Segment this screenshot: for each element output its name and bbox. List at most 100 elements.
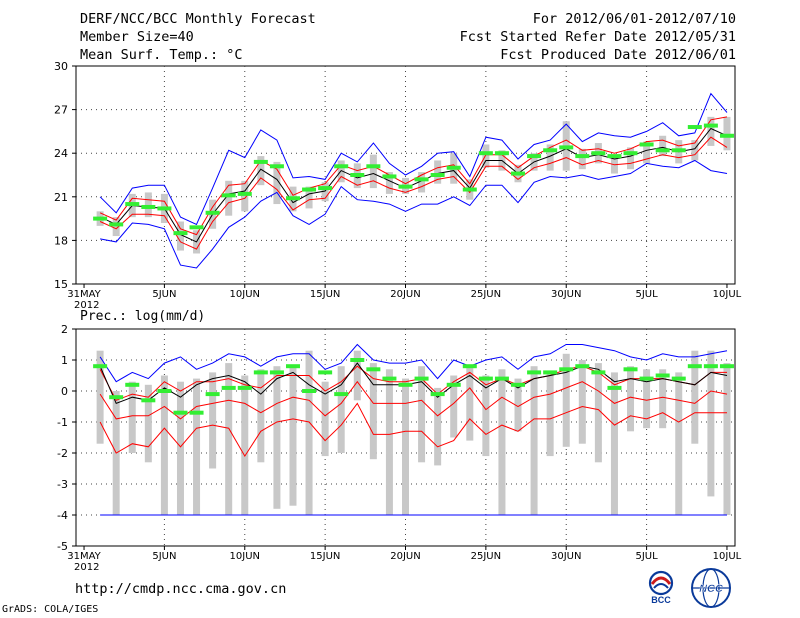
variable-label: Mean Surf. Temp.: °C xyxy=(80,47,243,63)
temp-xtick-label: 25JUN xyxy=(471,289,501,300)
prec-spread-box xyxy=(707,350,715,497)
prec-median-marker xyxy=(253,370,268,375)
prec-ytick-label: -4 xyxy=(57,509,68,522)
temp-ytick-label: 30 xyxy=(54,60,68,73)
temp-ytick-label: 18 xyxy=(54,234,68,247)
source-url[interactable]: http://cmdp.ncc.cma.gov.cn xyxy=(75,581,287,597)
prec-spread-box xyxy=(482,375,490,457)
prec-ytick-label: 2 xyxy=(61,323,68,336)
temp-spread-box xyxy=(305,186,313,209)
temp-spread-box xyxy=(723,116,731,151)
prec-xtick-label: 10JUL xyxy=(713,551,742,562)
prec-spread-box xyxy=(144,384,152,463)
prec-median-marker xyxy=(173,410,188,415)
prec-median-marker xyxy=(478,376,493,381)
member-size: Member Size=40 xyxy=(80,29,194,45)
prec-spread-box xyxy=(594,363,602,463)
temp-spread-box xyxy=(321,182,329,202)
prec-median-marker xyxy=(591,370,606,375)
temp-median-marker xyxy=(93,216,108,221)
prec-median-marker xyxy=(109,395,124,400)
prec-median-marker xyxy=(205,392,220,397)
prec-median-marker xyxy=(350,358,365,362)
temp-spread-box xyxy=(578,148,586,170)
temp-spread-box xyxy=(418,172,426,193)
temp-median-marker xyxy=(687,125,702,130)
temp-median-marker xyxy=(109,222,124,227)
temp-spread-box xyxy=(385,172,393,194)
prec-median-marker xyxy=(334,392,349,397)
temp-spread-box xyxy=(369,154,377,189)
prec-spread-box xyxy=(610,372,618,515)
prec-median-marker xyxy=(527,370,542,375)
temp-median-marker xyxy=(430,173,445,177)
temp-min-line xyxy=(100,159,728,269)
temp-spread-box xyxy=(176,221,184,251)
temp-median-marker xyxy=(591,151,606,156)
prec-xtick-label: 5JUL xyxy=(635,551,658,562)
temp-spread-box xyxy=(241,180,249,212)
prec-ytick-label: -2 xyxy=(57,447,68,460)
prec-median-marker xyxy=(318,370,333,375)
prec-spread-box xyxy=(434,387,442,466)
temp-spread-box xyxy=(643,141,651,164)
prec-median-marker xyxy=(462,364,477,369)
prec-spread-box xyxy=(659,369,667,429)
prec-median-marker xyxy=(125,382,140,387)
temp-median-marker xyxy=(366,164,381,169)
prec-median-marker xyxy=(302,389,317,393)
prec-lower-spread-line xyxy=(99,402,727,458)
prec-median-marker xyxy=(671,376,686,381)
temp-median-marker xyxy=(285,196,300,201)
prec-spread-box xyxy=(466,366,474,441)
prec-year-label: 2012 xyxy=(74,562,99,573)
prec-median-marker xyxy=(559,367,574,372)
prec-spread-box xyxy=(723,363,731,515)
prec-ytick-label: 0 xyxy=(61,385,68,398)
prec-ytick-label: -3 xyxy=(57,478,68,491)
temp-ytick-label: 27 xyxy=(54,104,68,117)
prec-spread-box xyxy=(96,350,104,444)
prec-spread-box xyxy=(627,366,635,432)
temp-median-marker xyxy=(639,142,654,147)
ncc-logo: NCC xyxy=(688,566,734,614)
prec-spread-box xyxy=(530,366,538,515)
prec-median-marker xyxy=(623,367,638,372)
temp-median-marker xyxy=(559,145,574,150)
temp-median-marker xyxy=(382,174,397,179)
prec-spread-box xyxy=(450,375,458,438)
temp-median-marker xyxy=(318,186,333,191)
prec-median-marker xyxy=(237,385,252,390)
temp-median-marker xyxy=(527,154,542,159)
prec-max-line xyxy=(99,343,728,383)
prec-spread-box xyxy=(353,350,361,401)
temp-spread-box xyxy=(610,157,618,174)
prec-median-marker xyxy=(494,376,509,381)
prec-spread-box xyxy=(369,363,377,460)
temp-spread-box xyxy=(144,192,152,218)
temp-median-marker xyxy=(719,133,734,138)
prec-median-marker xyxy=(719,364,734,369)
temp-median-marker xyxy=(173,231,188,236)
temp-median-marker xyxy=(157,206,172,211)
prec-spread-box xyxy=(209,372,217,469)
prec-spread-box xyxy=(402,378,409,515)
prec-xtick-label: 20JUN xyxy=(390,551,420,562)
temp-spread-box xyxy=(482,144,490,168)
prec-ytick-label: -5 xyxy=(57,540,68,553)
temp-ytick-label: 15 xyxy=(54,278,68,291)
prec-spread-box xyxy=(675,372,683,515)
prec-xtick-label: 10JUN xyxy=(230,551,260,562)
prec-xtick-label: 5JUN xyxy=(152,551,176,562)
temp-median-marker xyxy=(414,177,429,182)
prec-spread-box xyxy=(418,366,426,463)
prec-spread-box xyxy=(514,378,522,432)
temp-mean-plus-sd-line xyxy=(99,116,728,236)
prec-median-marker xyxy=(157,389,172,393)
prec-spread-box xyxy=(321,381,329,457)
prec-mean-minus-sd-line xyxy=(99,380,728,420)
temp-ytick-label: 24 xyxy=(54,147,68,160)
